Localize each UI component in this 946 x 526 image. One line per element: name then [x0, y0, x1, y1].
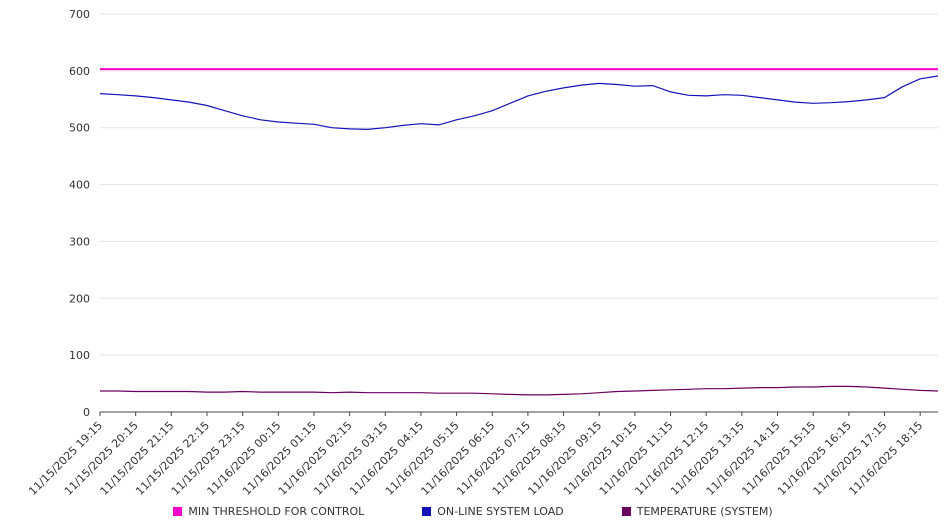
legend-label-system-load: ON-LINE SYSTEM LOAD: [437, 504, 564, 518]
legend-item-min-threshold: MIN THRESHOLD FOR CONTROL: [173, 505, 364, 518]
system-load-swatch-icon: [422, 506, 432, 516]
svg-text:100: 100: [69, 349, 90, 362]
temperature-swatch-icon: [621, 506, 631, 516]
svg-text:300: 300: [69, 235, 90, 248]
chart-legend: MIN THRESHOLD FOR CONTROL ON-LINE SYSTEM…: [0, 498, 946, 524]
svg-text:0: 0: [83, 406, 90, 419]
min-threshold-swatch-icon: [173, 506, 183, 516]
legend-label-temperature: TEMPERATURE (SYSTEM): [636, 504, 773, 518]
svg-text:500: 500: [69, 122, 90, 135]
svg-text:600: 600: [69, 65, 90, 78]
legend-item-temperature: TEMPERATURE (SYSTEM): [621, 504, 773, 518]
legend-item-system-load: ON-LINE SYSTEM LOAD: [422, 504, 564, 518]
svg-text:700: 700: [69, 8, 90, 21]
svg-text:400: 400: [69, 179, 90, 192]
legend-label-min-threshold: MIN THRESHOLD FOR CONTROL: [188, 504, 365, 518]
svg-text:200: 200: [69, 292, 90, 305]
